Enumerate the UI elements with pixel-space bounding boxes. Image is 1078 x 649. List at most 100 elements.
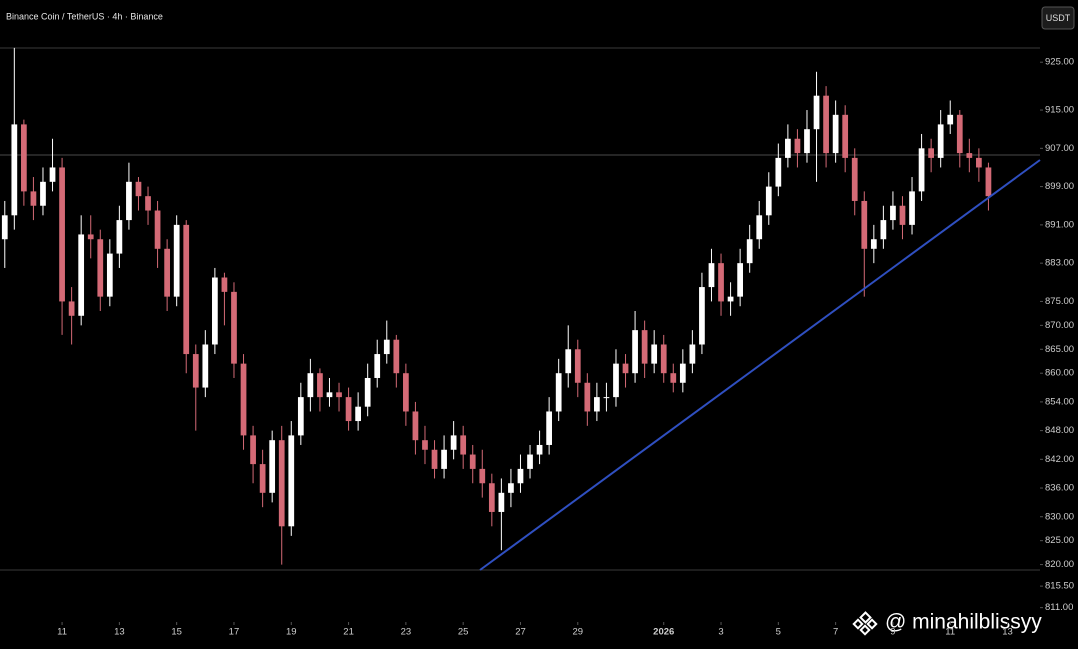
candle-body	[584, 382, 591, 412]
currency-button[interactable]	[1041, 6, 1075, 30]
candle-body	[364, 377, 371, 407]
x-tick-label: 19	[286, 627, 297, 638]
candle-body	[966, 153, 973, 158]
candle-body	[422, 440, 428, 450]
candle-body	[794, 138, 801, 154]
y-tick-label: 925.00	[1045, 57, 1074, 68]
x-tick-label: 3	[718, 627, 723, 638]
candle-body	[212, 277, 218, 345]
candle-body	[192, 354, 199, 388]
candle-body	[49, 167, 56, 182]
candle-body	[97, 239, 104, 297]
candle-body	[11, 124, 18, 216]
x-tick-label: 5	[776, 627, 781, 638]
candle-body	[59, 167, 65, 302]
candle-body	[756, 215, 763, 240]
y-tick-label: 830.00	[1045, 511, 1074, 522]
candle-body	[164, 248, 170, 297]
candle-body	[116, 220, 123, 254]
candle-body	[135, 181, 142, 197]
x-tick-label: 7	[833, 627, 838, 638]
candle-body	[307, 373, 314, 398]
candle-body	[297, 397, 304, 436]
candle-body	[68, 301, 75, 316]
candle-body	[221, 277, 228, 292]
watermark-icon	[852, 611, 878, 636]
candle-body	[231, 291, 237, 364]
candle-body	[460, 435, 467, 455]
y-tick-label: 836.00	[1045, 483, 1074, 494]
x-tick-label: 13	[114, 627, 125, 638]
x-tick-label: 9	[890, 627, 895, 638]
candle-body	[517, 468, 524, 484]
candle-body	[861, 200, 868, 249]
candle-body	[699, 287, 705, 345]
candle-body	[508, 483, 514, 493]
y-tick-label: 865.00	[1045, 344, 1074, 355]
candle-body	[1, 215, 8, 240]
candle-body	[40, 181, 46, 206]
y-tick-label: 842.00	[1045, 454, 1074, 465]
candle-body	[288, 435, 295, 527]
candle-body	[937, 124, 944, 158]
trend-line	[479, 159, 1041, 571]
x-tick-label: 29	[572, 627, 583, 638]
candle-body	[250, 435, 256, 465]
x-tick-label: 11	[945, 627, 955, 638]
candle-body	[870, 239, 877, 249]
y-tick-label: 820.00	[1045, 559, 1074, 570]
candle-body	[679, 363, 686, 383]
candle-body	[450, 435, 457, 450]
candle-body	[536, 444, 543, 455]
candle-body	[708, 263, 715, 288]
candle-body	[498, 492, 505, 512]
candle-body	[78, 234, 85, 316]
candle-body	[832, 114, 839, 154]
candle-body	[727, 296, 734, 302]
y-tick-label: 815.50	[1045, 581, 1074, 592]
candle-body	[813, 95, 820, 130]
candle-body	[842, 114, 849, 158]
y-tick-label: 907.00	[1045, 143, 1074, 154]
currency-label: USDT	[1046, 13, 1071, 23]
candle-body	[269, 440, 276, 493]
candle-body	[890, 205, 896, 221]
candle-body	[632, 330, 638, 374]
x-tick-label: 27	[515, 627, 526, 638]
candle-body	[641, 330, 648, 364]
candle-body	[21, 124, 27, 192]
candle-body	[469, 454, 476, 469]
candle-body	[565, 349, 572, 374]
candle-body	[383, 339, 390, 355]
candle-body	[718, 263, 724, 302]
candle-body	[689, 344, 696, 364]
candle-body	[594, 397, 600, 412]
candle-body	[603, 397, 610, 399]
candle-body	[87, 234, 94, 240]
candle-body	[555, 373, 562, 412]
y-tick-label: 825.00	[1045, 535, 1074, 546]
candle-body	[278, 440, 285, 527]
candle-body	[106, 253, 113, 297]
candle-body	[145, 196, 151, 211]
candle-body	[488, 483, 495, 512]
x-tick-label: 13	[1002, 627, 1013, 638]
candle-body	[613, 363, 619, 398]
plot-area	[1, 47, 992, 565]
y-tick-label: 860.00	[1045, 368, 1074, 379]
candle-body	[393, 339, 400, 374]
candle-body	[737, 263, 743, 297]
y-tick-label: 875.00	[1045, 296, 1074, 307]
candle-body	[928, 148, 934, 158]
y-tick-label: 883.00	[1045, 258, 1074, 269]
candle-body	[479, 468, 486, 484]
candle-body	[240, 363, 247, 436]
candle-body	[173, 224, 180, 297]
candle-body	[804, 129, 810, 154]
candle-body	[976, 157, 982, 168]
y-tick-label: 870.00	[1045, 320, 1074, 331]
x-tick-label: 25	[458, 627, 469, 638]
candle-body	[527, 454, 533, 469]
y-tick-label: 915.00	[1045, 105, 1074, 116]
